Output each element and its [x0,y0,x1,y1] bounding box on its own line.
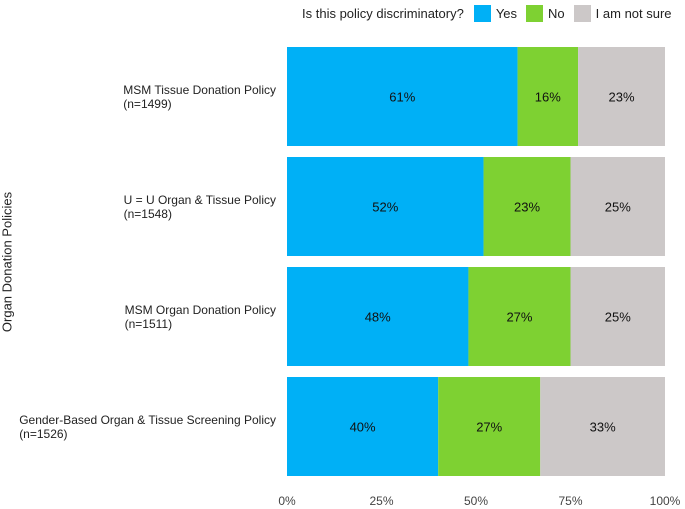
bar-value-label: 48% [365,310,391,325]
bar-segment-no [517,47,579,146]
chart-legend: Is this policy discriminatory? Yes No I … [302,3,681,23]
legend-swatch-no [526,4,544,22]
legend-item-yes: Yes [473,4,518,22]
category-label: MSM Organ Donation Policy (n=1511) [125,303,276,331]
legend-item-not-sure: I am not sure [573,4,672,22]
bar-value-label: 23% [609,90,635,105]
category-label: U = U Organ & Tissue Policy (n=1548) [124,193,276,221]
bar-value-label: 16% [535,90,561,105]
category-name: MSM Organ Donation Policy [124,302,276,317]
bar-value-label: 33% [590,420,616,435]
category-sample-size: (n=1511) [124,316,173,331]
bar-segment-i-am-not-sure [570,157,665,256]
category-sample-size: (n=1526) [19,426,68,441]
bar-value-label: 27% [476,420,502,435]
bar-value-label: 61% [389,90,415,105]
bar-segment-yes [287,267,469,366]
bar-segment-i-am-not-sure [578,47,665,146]
bar-segment-i-am-not-sure [540,377,665,476]
x-tick-label: 0% [278,494,296,508]
bar-segment-no [468,267,571,366]
legend-item-no: No [526,4,565,22]
bar-value-label: 27% [506,310,532,325]
legend-label-yes: Yes [495,5,518,21]
bar-segment-no [483,157,571,256]
bar-value-label: 25% [605,310,631,325]
category-label: MSM Tissue Donation Policy (n=1499) [123,83,276,111]
bar-segment-yes [287,157,484,256]
bar-segment-yes [287,47,518,146]
bar-value-label: 40% [350,420,376,435]
category-name: MSM Tissue Donation Policy [123,82,276,97]
legend-title: Is this policy discriminatory? [302,5,464,21]
category-name: Gender-Based Organ & Tissue Screening Po… [19,412,276,427]
x-tick-label: 50% [464,494,488,508]
x-tick-label: 100% [650,494,681,508]
bar-value-label: 52% [372,200,398,215]
category-name: U = U Organ & Tissue Policy [123,192,276,207]
category-label: Gender-Based Organ & Tissue Screening Po… [19,413,276,441]
bar-value-label: 25% [605,200,631,215]
legend-label-no: No [548,5,565,21]
legend-swatch-yes [473,4,491,22]
category-sample-size: (n=1499) [123,96,172,111]
bar-segment-i-am-not-sure [570,267,665,366]
bar-segment-no [438,377,541,476]
category-sample-size: (n=1548) [123,206,172,221]
x-tick-label: 25% [369,494,393,508]
bar-segment-yes [287,377,439,476]
x-tick-label: 75% [558,494,582,508]
legend-label-not-sure: I am not sure [595,5,672,21]
bar-value-label: 23% [514,200,540,215]
legend-swatch-not-sure [573,4,591,22]
